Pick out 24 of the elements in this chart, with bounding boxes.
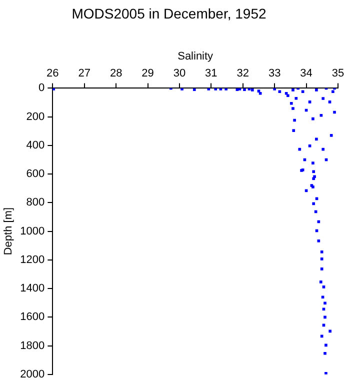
y-tick-label: 1000: [20, 225, 45, 238]
x-tick-label: 29: [142, 68, 154, 80]
y-tick-label: 1800: [20, 340, 45, 352]
x-tick-label: 35: [332, 68, 344, 80]
x-axis-title: Salinity: [178, 50, 214, 62]
x-tick-label: 33: [268, 68, 281, 80]
x-tick-label: 32: [236, 68, 250, 80]
y-tick-label: 2000: [20, 368, 45, 380]
y-tick-label: 800: [26, 196, 45, 209]
y-tick-label: 1600: [20, 311, 45, 324]
y-tick-label: 0: [38, 82, 45, 94]
y-tick-label: 1200: [20, 254, 45, 266]
x-tick-label: 34: [300, 68, 312, 80]
y-axis-title: Depth [m]: [2, 207, 15, 256]
x-tick-label: 30: [173, 68, 186, 80]
chart-title: MODS2005 in December, 1952: [72, 5, 266, 22]
y-tick-label: 600: [26, 168, 45, 180]
y-tick-label: 200: [26, 110, 45, 123]
x-tick-label: 31: [205, 68, 218, 80]
y-tick-label: 1400: [20, 282, 45, 295]
y-tick-label: 400: [26, 139, 45, 152]
x-tick-label: 27: [78, 68, 90, 80]
x-tick-label: 26: [46, 68, 59, 80]
x-tick-label: 28: [110, 68, 122, 80]
